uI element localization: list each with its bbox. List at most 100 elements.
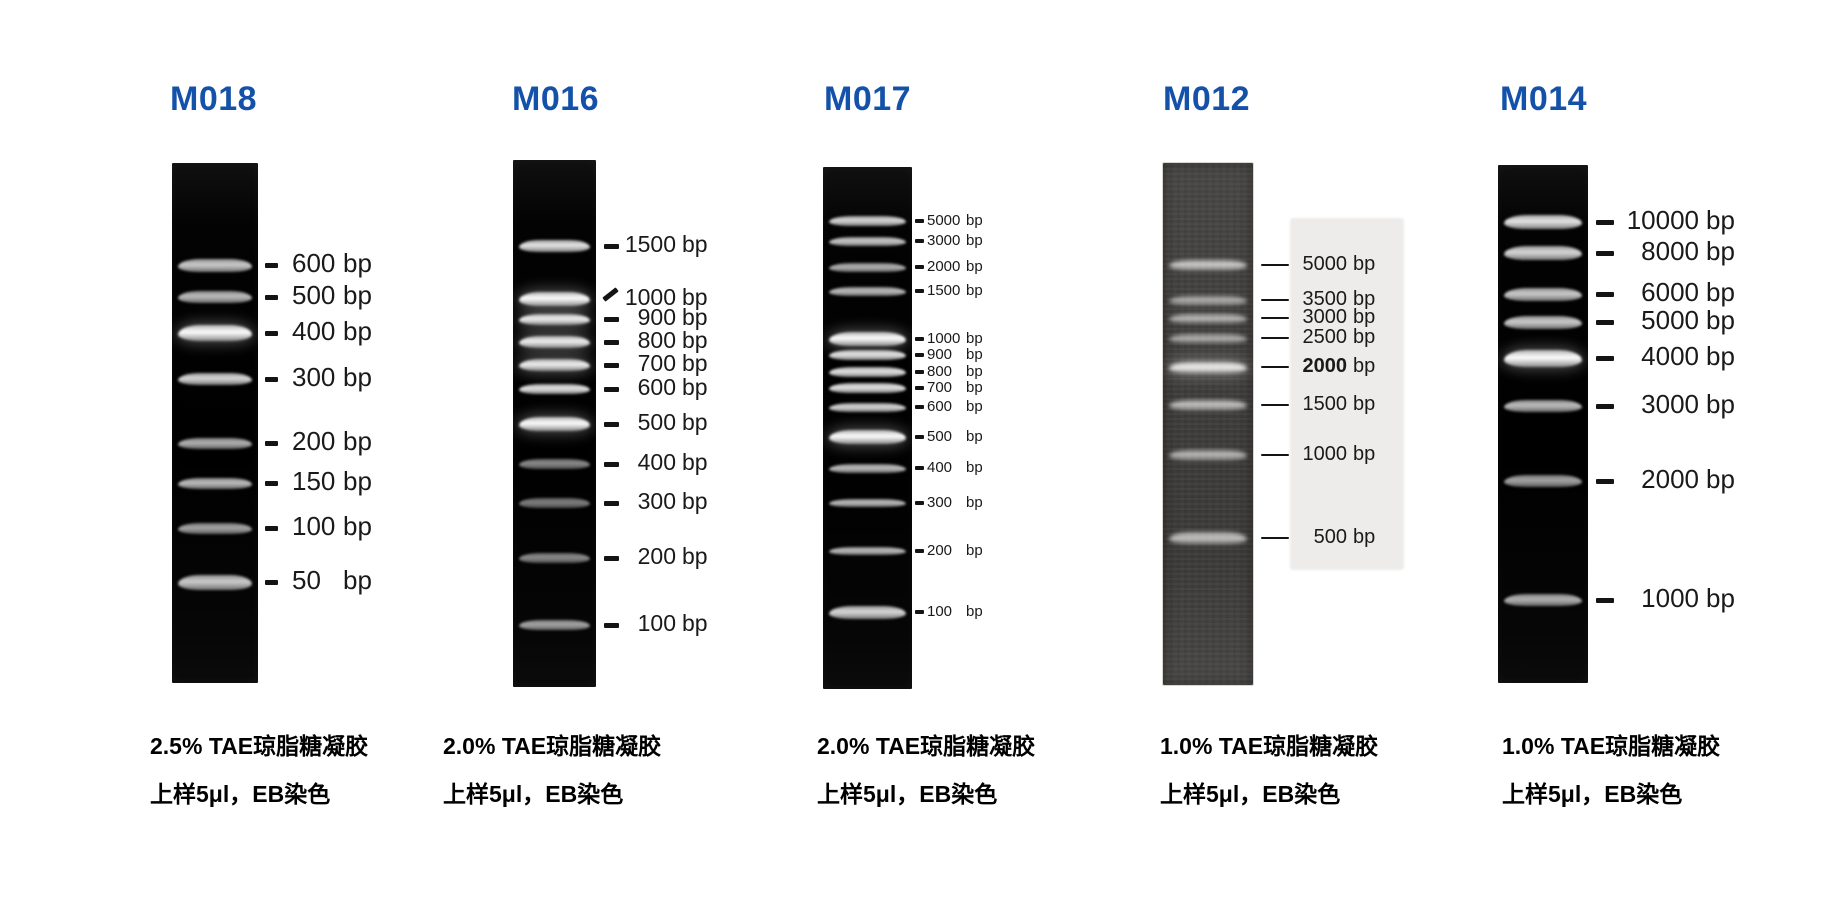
band-size-label: 400 — [927, 458, 953, 476]
band-size-label: 6000 — [1641, 277, 1699, 308]
band-size-label: 3500 — [1302, 288, 1348, 311]
caption-line-1: 2.0% TAE琼脂糖凝胶 — [443, 733, 662, 759]
band-unit-label: bp — [1706, 305, 1735, 336]
caption-line-2: 上样5μl，EB染色 — [817, 781, 998, 807]
dna-band — [829, 383, 906, 393]
band-unit-label: bp — [966, 345, 983, 363]
caption-line-1: 2.0% TAE琼脂糖凝胶 — [817, 733, 1036, 759]
band-tick — [1596, 597, 1614, 603]
dna-band — [519, 417, 590, 431]
dna-band — [829, 216, 906, 226]
band-unit-label: bp — [1706, 464, 1735, 495]
dna-band — [519, 553, 590, 563]
band-tick — [604, 461, 619, 467]
band-tick — [915, 610, 924, 614]
dna-band — [519, 498, 590, 508]
band-size-label: 1000 — [927, 329, 961, 347]
band-size-label: 700 — [927, 378, 953, 396]
band-unit-label: bp — [966, 602, 983, 620]
band-tick — [1261, 366, 1289, 368]
caption-line-1: 2.5% TAE琼脂糖凝胶 — [150, 733, 369, 759]
band-unit-label: bp — [682, 327, 708, 354]
band-tick — [915, 405, 924, 409]
band-unit-label: bp — [682, 610, 708, 637]
band-unit-label: bp — [966, 281, 983, 299]
band-tick — [1261, 264, 1289, 266]
dna-band — [178, 258, 252, 272]
band-unit-label: bp — [682, 374, 708, 401]
band-unit-label: bp — [1353, 355, 1376, 378]
band-tick — [1596, 219, 1614, 225]
band-tick — [265, 525, 278, 531]
dna-band — [519, 459, 590, 469]
dna-band — [519, 336, 590, 348]
band-unit-label: bp — [966, 329, 983, 347]
dna-band — [1504, 594, 1582, 606]
band-unit-label: bp — [1706, 389, 1735, 420]
dna-band — [1504, 215, 1582, 229]
band-tick — [915, 289, 924, 293]
band-tick — [265, 376, 278, 382]
band-tick — [915, 386, 924, 390]
band-unit-label: bp — [966, 257, 983, 275]
band-tick — [1596, 355, 1614, 361]
band-size-label: 900 — [927, 345, 953, 363]
band-size-label: 500 — [292, 280, 336, 311]
band-unit-label: bp — [682, 449, 708, 476]
band-unit-label: bp — [343, 426, 372, 457]
band-size-label: 100 — [637, 610, 676, 637]
band-unit-label: bp — [1353, 526, 1376, 549]
dna-band — [829, 430, 906, 444]
dna-band — [1504, 287, 1582, 301]
band-tick — [915, 549, 924, 553]
band-unit-label: bp — [966, 493, 983, 511]
dna-band — [519, 292, 590, 306]
band-size-label: 300 — [927, 493, 953, 511]
lane-title: M017 — [824, 80, 912, 118]
dna-band — [1504, 315, 1582, 329]
band-unit-label: bp — [682, 488, 708, 515]
band-tick — [1261, 404, 1289, 406]
dna-band — [178, 522, 252, 534]
band-size-label: 8000 — [1641, 236, 1699, 267]
dna-band — [178, 291, 252, 303]
band-size-label: 100 — [927, 602, 953, 620]
band-tick — [604, 339, 619, 345]
dna-band — [178, 325, 252, 341]
band-size-label: 10000 — [1626, 205, 1699, 236]
dna-band — [178, 373, 252, 385]
band-size-label: 500 — [927, 427, 953, 445]
gel-image — [823, 167, 912, 689]
band-tick — [915, 466, 924, 470]
band-unit-label: bp — [1353, 393, 1376, 416]
band-unit-label: bp — [343, 280, 372, 311]
band-unit-label: bp — [1706, 583, 1735, 614]
band-size-label: 1000 — [1641, 583, 1699, 614]
band-tick — [915, 337, 924, 341]
label-panel-background — [1290, 218, 1404, 570]
band-tick — [1596, 291, 1614, 297]
dna-band — [1504, 475, 1582, 487]
band-tick — [265, 440, 278, 446]
band-size-label: 400 — [637, 449, 676, 476]
band-size-label: 500 — [1313, 526, 1347, 549]
dna-band — [1169, 532, 1247, 544]
band-size-label: 3000 — [1302, 306, 1348, 329]
band-tick — [604, 500, 619, 506]
band-size-label: 800 — [637, 327, 676, 354]
band-unit-label: bp — [343, 565, 372, 596]
band-size-label: 200 — [927, 541, 953, 559]
band-size-label: 2500 — [1302, 326, 1348, 349]
dna-band — [178, 477, 252, 489]
dna-band — [829, 605, 906, 619]
band-tick — [604, 386, 619, 392]
band-tick — [915, 435, 924, 439]
band-unit-label: bp — [966, 378, 983, 396]
gel-image — [172, 163, 258, 683]
caption-line-2: 上样5μl，EB染色 — [1160, 781, 1341, 807]
band-unit-label: bp — [1706, 205, 1735, 236]
dna-band — [1169, 295, 1247, 305]
band-size-label: 3000 — [1641, 389, 1699, 420]
band-size-label: 1500 — [1302, 393, 1348, 416]
band-size-label: 3000 — [927, 231, 961, 249]
